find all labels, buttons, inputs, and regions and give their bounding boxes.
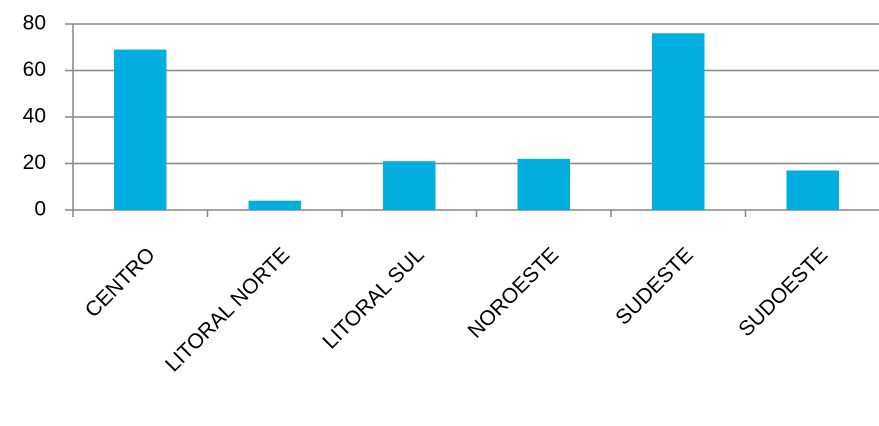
x-tick-label: CENTRO <box>81 243 160 322</box>
bar <box>114 49 167 211</box>
y-tick-label: 80 <box>23 12 46 35</box>
x-tick-label: NOROESTE <box>464 243 564 343</box>
x-tick-label: SUDOESTE <box>734 243 832 341</box>
y-tick-label: 40 <box>23 105 46 128</box>
bar <box>786 170 839 210</box>
x-tick-label: SUDESTE <box>611 243 697 329</box>
y-tick-label: 0 <box>34 198 46 221</box>
bar <box>652 33 705 210</box>
bar <box>517 158 570 210</box>
x-tick-label: LITORAL SUL <box>318 243 428 353</box>
bar <box>383 161 436 210</box>
bar <box>248 200 301 210</box>
y-tick-label: 60 <box>23 58 46 81</box>
y-tick-label: 20 <box>23 151 46 174</box>
x-tick-label: LITORAL NORTE <box>161 243 294 376</box>
